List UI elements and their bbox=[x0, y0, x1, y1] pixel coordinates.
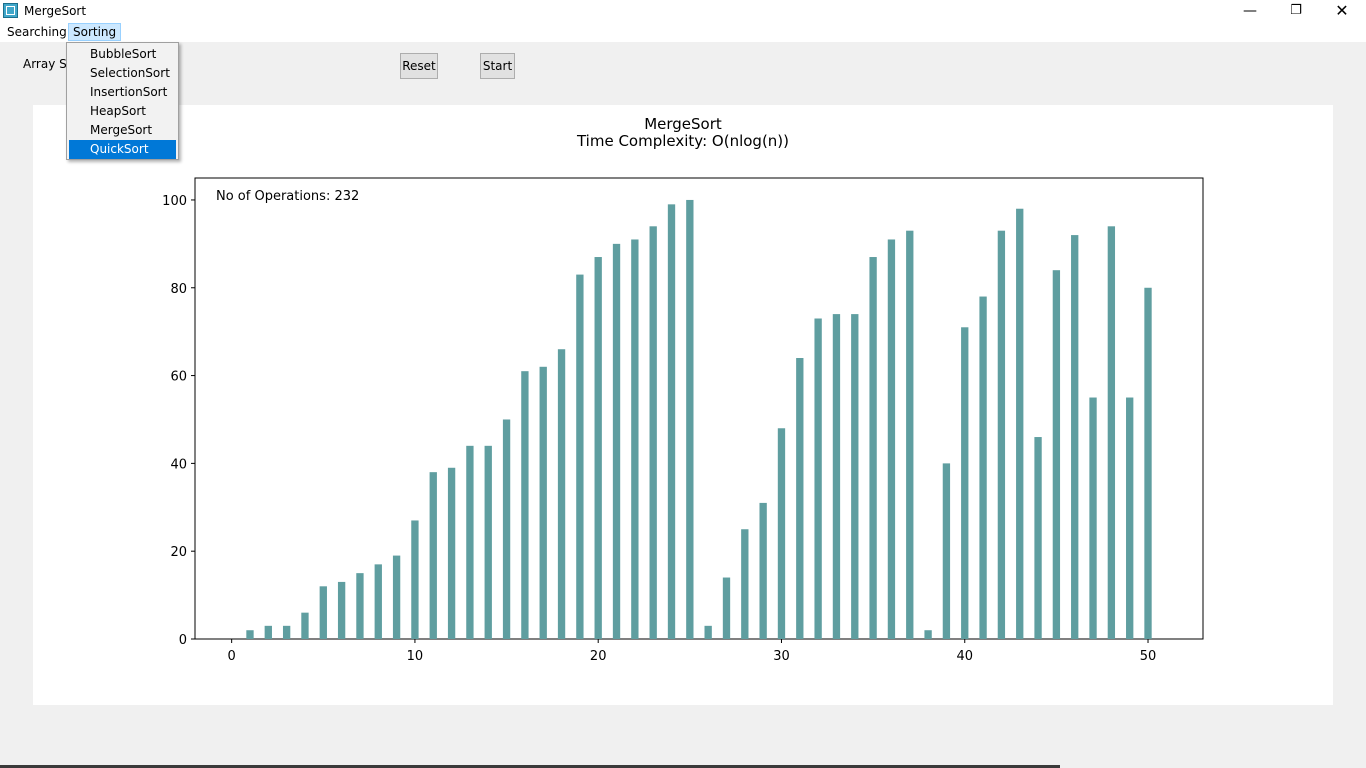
window-title: MergeSort bbox=[24, 4, 87, 18]
y-tick-label: 20 bbox=[170, 545, 187, 560]
title-bar: MergeSort — ❐ ✕ bbox=[0, 0, 1366, 22]
dropdown-item-mergesort[interactable]: MergeSort bbox=[90, 123, 153, 137]
bar-39 bbox=[942, 463, 951, 639]
dropdown-item-selectionsort[interactable]: SelectionSort bbox=[90, 66, 170, 80]
bar-6 bbox=[337, 581, 346, 639]
bar-24 bbox=[667, 204, 676, 639]
x-tick-label: 10 bbox=[407, 649, 424, 664]
bar-11 bbox=[429, 472, 437, 639]
bar-40 bbox=[961, 327, 969, 639]
bar-22 bbox=[631, 239, 639, 639]
bar-7 bbox=[356, 573, 364, 639]
bar-49 bbox=[1126, 397, 1134, 639]
bar-47 bbox=[1089, 397, 1097, 639]
bar-38 bbox=[924, 630, 932, 639]
bar-12 bbox=[447, 467, 456, 639]
bar-42 bbox=[997, 230, 1006, 639]
menu-searching[interactable]: Searching bbox=[7, 25, 67, 39]
bar-37 bbox=[906, 230, 914, 639]
dropdown-item-bubblesort[interactable]: BubbleSort bbox=[90, 47, 157, 61]
bar-15 bbox=[502, 419, 511, 639]
bar-32 bbox=[814, 318, 822, 639]
bar-9 bbox=[392, 555, 401, 639]
bar-28 bbox=[741, 529, 749, 639]
bar-27 bbox=[722, 577, 731, 639]
bar-20 bbox=[594, 257, 602, 639]
bar-3 bbox=[282, 625, 291, 639]
bar-8 bbox=[374, 564, 382, 639]
taskbar-edge bbox=[0, 765, 1060, 768]
bar-18 bbox=[557, 349, 566, 639]
x-tick-label: 30 bbox=[773, 649, 790, 664]
bar-5 bbox=[319, 586, 327, 639]
y-tick-label: 0 bbox=[179, 633, 187, 648]
y-tick-label: 80 bbox=[170, 282, 187, 297]
restore-icon[interactable]: ❐ bbox=[1290, 3, 1302, 18]
close-icon[interactable]: ✕ bbox=[1335, 1, 1349, 20]
bar-35 bbox=[869, 257, 877, 639]
bar-26 bbox=[704, 625, 712, 639]
y-tick-label: 40 bbox=[170, 457, 187, 472]
bar-13 bbox=[466, 445, 474, 639]
x-tick-label: 40 bbox=[956, 649, 973, 664]
menu-bar: Searching Sorting bbox=[0, 22, 1366, 42]
plot-area bbox=[194, 177, 1204, 640]
dropdown-item-quicksort[interactable]: QuickSort bbox=[69, 140, 176, 159]
bar-4 bbox=[301, 612, 309, 639]
bar-46 bbox=[1071, 235, 1079, 639]
bar-1 bbox=[246, 630, 254, 639]
bar-25 bbox=[686, 199, 694, 639]
chart-subtitle: Time Complexity: O(nlog(n)) bbox=[576, 132, 789, 150]
bar-23 bbox=[649, 226, 657, 640]
minimize-icon[interactable]: — bbox=[1243, 3, 1257, 19]
menu-sorting[interactable]: Sorting bbox=[68, 23, 122, 41]
dropdown-item-insertionsort[interactable]: InsertionSort bbox=[90, 85, 168, 99]
bar-43 bbox=[1016, 208, 1024, 639]
bar-31 bbox=[796, 358, 804, 639]
bar-19 bbox=[576, 274, 584, 639]
start-button[interactable]: Start bbox=[480, 53, 515, 79]
dropdown-item-heapsort[interactable]: HeapSort bbox=[90, 104, 146, 118]
bar-16 bbox=[521, 371, 529, 639]
axis-group: 0 10 20 30 40 50 0 20 40 60 80 100 bbox=[162, 194, 1156, 664]
x-tick-label: 20 bbox=[590, 649, 607, 664]
bar-group bbox=[246, 199, 1152, 640]
bar-14 bbox=[484, 445, 492, 639]
bar-34 bbox=[851, 314, 859, 639]
bar-50 bbox=[1144, 287, 1152, 639]
reset-button[interactable]: Reset bbox=[400, 53, 438, 79]
bar-36 bbox=[887, 239, 896, 639]
y-tick-label: 60 bbox=[170, 370, 187, 385]
bar-21 bbox=[612, 243, 621, 640]
y-tick-label: 100 bbox=[162, 194, 187, 209]
bar-17 bbox=[539, 366, 547, 639]
x-tick-label: 0 bbox=[228, 649, 236, 664]
bar-45 bbox=[1052, 270, 1061, 639]
bar-33 bbox=[832, 314, 841, 639]
bar-48 bbox=[1107, 226, 1116, 640]
bar-2 bbox=[264, 625, 272, 639]
bar-41 bbox=[979, 296, 987, 639]
bar-44 bbox=[1034, 437, 1042, 639]
app-icon bbox=[3, 3, 18, 18]
bar-chart: MergeSort Time Complexity: O(nlog(n)) 0 1… bbox=[162, 115, 1204, 664]
chart-title: MergeSort bbox=[644, 115, 722, 133]
chart-panel: MergeSort Time Complexity: O(nlog(n)) 0 1… bbox=[33, 105, 1333, 705]
bar-30 bbox=[777, 428, 786, 639]
sorting-dropdown: BubbleSort SelectionSort InsertionSort Heap… bbox=[66, 42, 179, 160]
array-size-label: Array Siz bbox=[23, 57, 77, 71]
bar-10 bbox=[411, 520, 419, 639]
bar-29 bbox=[759, 502, 767, 639]
x-tick-label: 50 bbox=[1140, 649, 1157, 664]
operations-annotation: No of Operations: 232 bbox=[216, 189, 359, 204]
